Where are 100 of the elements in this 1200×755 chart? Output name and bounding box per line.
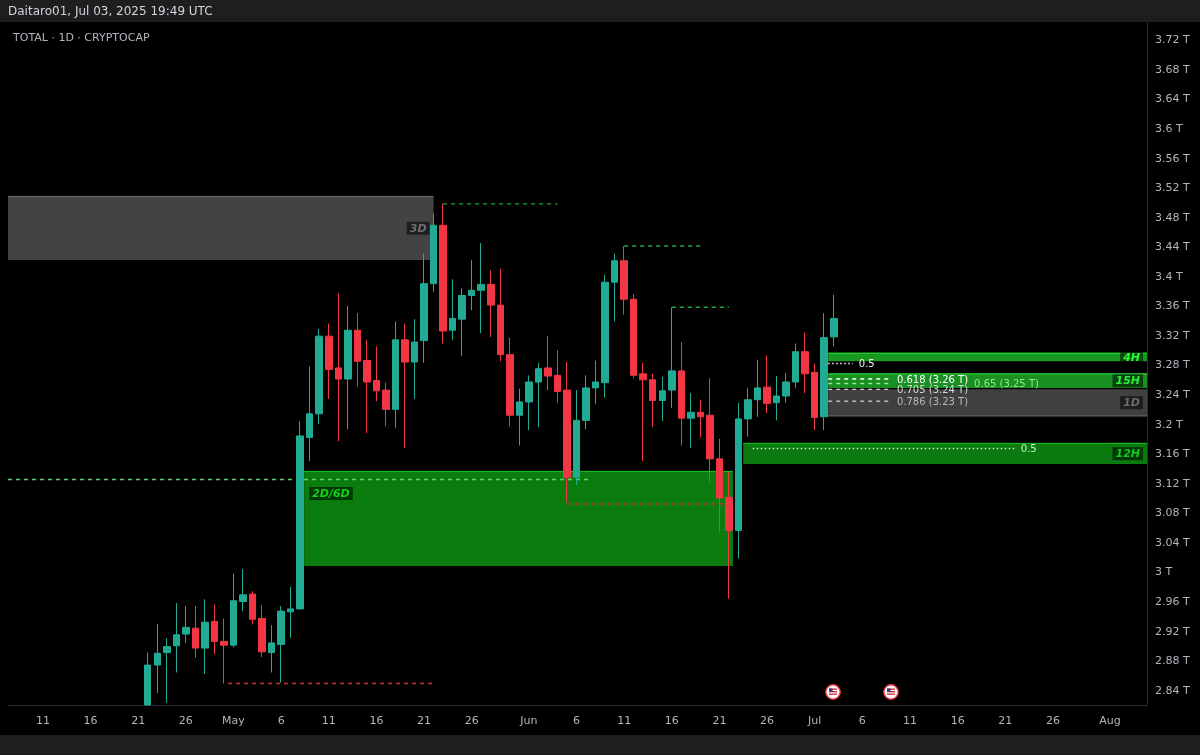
series-label: 0.618 (3.26 T) (896, 373, 969, 385)
x-tick-label: 11 (902, 714, 917, 727)
candlestick (268, 624, 275, 673)
x-tick-label: 16 (950, 714, 965, 727)
series-label: 0.5 (858, 358, 875, 369)
y-tick-label: 3.6 T (1155, 121, 1183, 135)
candlestick (830, 294, 838, 347)
x-tick-label: 16 (664, 714, 679, 727)
candlestick (306, 365, 313, 462)
x-tick-label: 26 (1045, 714, 1060, 727)
candlestick (706, 377, 714, 484)
candlestick (382, 382, 390, 427)
series-label: 1D (1123, 396, 1140, 410)
candlestick (287, 586, 294, 639)
series-label: 4H (1122, 350, 1140, 364)
candlestick (477, 242, 485, 334)
y-tick-label: 3.56 T (1155, 151, 1190, 165)
candlestick (249, 590, 256, 625)
candlestick (468, 259, 475, 311)
candlestick (668, 306, 676, 409)
candlestick (163, 637, 171, 704)
y-tick-label: 3.52 T (1155, 181, 1190, 195)
candlestick (449, 278, 456, 341)
candlestick (773, 375, 780, 421)
y-tick-label: 3.16 T (1155, 447, 1190, 461)
candlestick (354, 312, 361, 387)
y-tick-label: 3.72 T (1155, 33, 1190, 47)
candlestick (439, 203, 447, 345)
candlestick (296, 420, 304, 611)
candlestick (544, 335, 552, 391)
candlestick (277, 605, 285, 684)
candlestick (678, 341, 685, 447)
x-tick-label: 26 (760, 714, 775, 727)
y-tick-label: 3.2 T (1155, 417, 1183, 431)
candlestick (697, 399, 704, 438)
x-tick-label: 21 (417, 714, 432, 727)
candlestick (573, 389, 580, 486)
candlestick (506, 337, 514, 427)
x-tick-label: Jun (519, 714, 538, 727)
candlestick (315, 328, 323, 425)
candlestick (620, 245, 628, 316)
candlestick (154, 623, 161, 694)
series-label: 0.5 (1020, 443, 1037, 455)
y-tick-label: 2.88 T (1155, 654, 1190, 668)
text: 0.65 (3.25 T) (974, 377, 1039, 389)
x-tick-label: 11 (321, 714, 336, 727)
text: TOTAL · 1D · CRYPTOCAP (12, 31, 150, 44)
candlestick (820, 312, 828, 431)
x-tick-label: 6 (277, 714, 285, 727)
candlestick (258, 604, 266, 658)
x-tick-label: 11 (617, 714, 632, 727)
candlestick (525, 374, 533, 431)
candlestick (230, 572, 237, 648)
x-tick-label: 6 (858, 714, 866, 727)
candlestick (611, 252, 618, 322)
candlestick (792, 343, 799, 389)
x-tick-label: 26 (464, 714, 479, 727)
candlestick (735, 402, 742, 560)
candlestick (582, 374, 590, 430)
y-tick-label: 3.08 T (1155, 506, 1190, 520)
candlestick (554, 349, 561, 404)
candlestick (430, 212, 437, 293)
candlestick (811, 363, 818, 431)
candlestick (363, 339, 371, 434)
y-tick-label: 3.48 T (1155, 210, 1190, 224)
candlestick (401, 323, 409, 449)
candlestick (373, 346, 380, 402)
y-tick-label: 3.04 T (1155, 535, 1190, 549)
candlestick (220, 618, 228, 685)
x-tick-label: 21 (998, 714, 1013, 727)
candlestick (639, 362, 647, 462)
x-tick-label: 16 (83, 714, 98, 727)
series-label: 2D/6D (312, 486, 350, 500)
x-tick-label: May (222, 714, 246, 727)
candlestick (649, 373, 656, 428)
candlestick (201, 598, 209, 675)
y-tick-label: 2.92 T (1155, 624, 1190, 638)
candlestick (182, 605, 190, 644)
y-tick-label: 3.12 T (1155, 476, 1190, 490)
candlestick (659, 376, 666, 422)
x-tick-label: 11 (35, 714, 50, 727)
candlestick (535, 362, 542, 428)
candlestick (239, 568, 247, 612)
series-label: 0.705 (3.24 T) (896, 383, 969, 395)
candlestick (173, 602, 180, 673)
candlestick (144, 652, 151, 706)
candlestick (487, 269, 495, 338)
x-tick-label: Aug (1099, 714, 1121, 727)
candlestick (458, 287, 466, 357)
y-tick-label: 3.28 T (1155, 358, 1190, 372)
candlestick (687, 392, 695, 449)
y-tick-label: 3.32 T (1155, 328, 1190, 342)
y-tick-label: 2.84 T (1155, 683, 1190, 697)
series-label: 15H (1115, 374, 1140, 388)
candlestick (744, 387, 752, 438)
candlestick (344, 305, 352, 430)
y-tick-label: 3.24 T (1155, 388, 1190, 402)
candlestick (335, 292, 342, 442)
x-tick-label: 21 (131, 714, 146, 727)
y-tick-label: 3 T (1155, 565, 1173, 579)
